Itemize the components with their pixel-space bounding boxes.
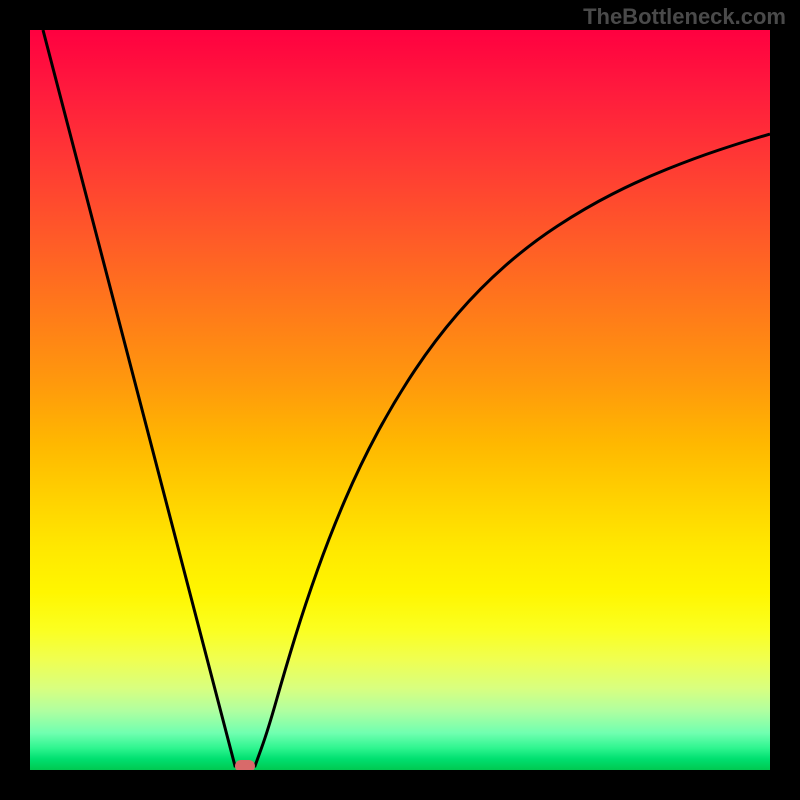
frame-right	[770, 0, 800, 800]
plot-area	[30, 30, 770, 770]
bottleneck-curve	[30, 30, 770, 770]
frame-left	[0, 0, 30, 800]
watermark-text: TheBottleneck.com	[583, 4, 786, 30]
frame-bottom	[0, 770, 800, 800]
